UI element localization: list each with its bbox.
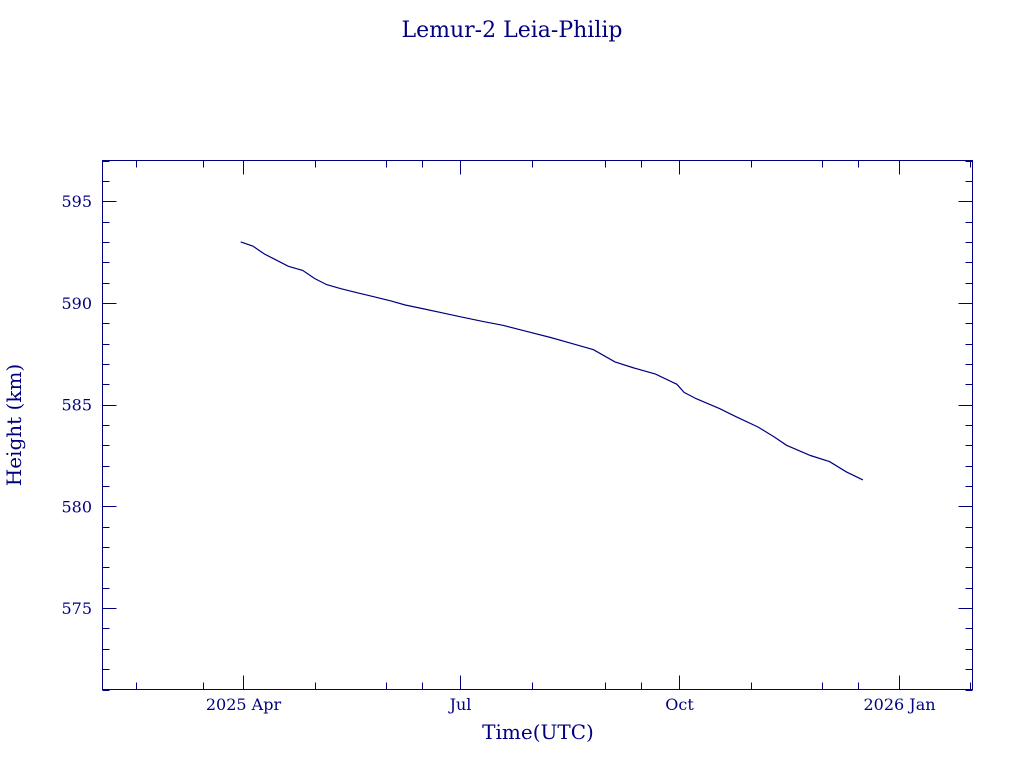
y-tick-label-585: 585 bbox=[61, 396, 92, 415]
y-tick-label-580: 580 bbox=[61, 497, 92, 516]
plot-frame bbox=[102, 160, 973, 690]
y-tick-label-575: 575 bbox=[61, 599, 92, 618]
y-tick-label-595: 595 bbox=[61, 192, 92, 211]
x-axis-label: Time(UTC) bbox=[482, 720, 594, 744]
x-tick-label: 2025 Apr bbox=[206, 695, 282, 714]
axis-ticks bbox=[102, 160, 973, 691]
tick-labels: 575 580 585 590 595 2025 Apr Jul Oct 2026 Jan bbox=[61, 192, 935, 714]
height-series-line bbox=[240, 241, 864, 481]
x-tick-label: Oct bbox=[665, 695, 694, 714]
chart-title: Lemur-2 Leia-Philip bbox=[402, 18, 623, 43]
x-tick-label: 2026 Jan bbox=[863, 695, 935, 714]
series-layer bbox=[240, 241, 864, 481]
y-tick-label-590: 590 bbox=[61, 294, 92, 313]
x-tick-label: Jul bbox=[448, 695, 472, 714]
y-axis-label: Height (km) bbox=[2, 364, 26, 486]
